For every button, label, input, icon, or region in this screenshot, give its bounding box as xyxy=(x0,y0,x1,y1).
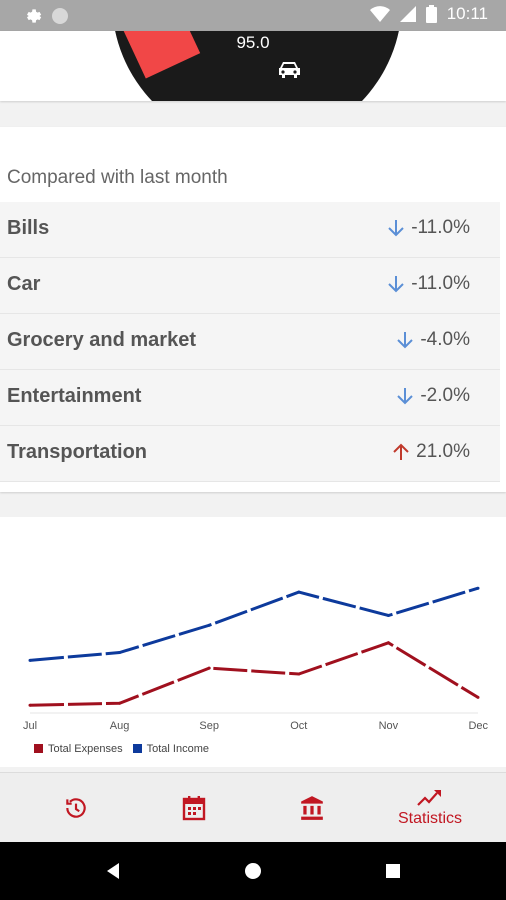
trending-up-icon xyxy=(417,790,441,806)
comparison-category: Grocery and market xyxy=(7,329,196,351)
comparison-category: Car xyxy=(7,273,41,295)
data-point xyxy=(28,703,32,707)
data-point xyxy=(207,666,211,670)
comparison-change-value: -2.0% xyxy=(420,385,470,406)
comparison-change: -4.0% xyxy=(396,329,470,351)
comparison-category: Bills xyxy=(7,217,50,239)
data-point xyxy=(476,586,480,590)
bottom-tab-bar: Statistics xyxy=(0,772,506,843)
gauge-card: 95.0 xyxy=(0,31,506,101)
bank-icon xyxy=(301,796,323,820)
series-line-expenses xyxy=(29,641,479,707)
arrow-down-icon xyxy=(388,276,404,293)
x-tick-label: Oct xyxy=(290,720,307,732)
comparison-change: -11.0% xyxy=(387,273,470,295)
comparison-row: Entertainment -2.0% xyxy=(0,370,500,426)
comparison-category: Entertainment xyxy=(7,385,142,407)
data-point xyxy=(297,672,301,676)
settings-icon xyxy=(27,9,42,23)
history-icon xyxy=(66,798,86,818)
calendar-icon xyxy=(182,796,206,821)
legend-item-income: Total Income xyxy=(132,743,209,755)
battery-icon xyxy=(425,5,437,23)
status-bar: 10:11 xyxy=(0,0,506,31)
back-button[interactable] xyxy=(93,857,133,885)
tab-accounts[interactable] xyxy=(252,773,372,843)
arrow-down-icon xyxy=(397,332,414,349)
x-tick-label: Dec xyxy=(468,720,488,732)
gauge-value: 95.0 xyxy=(236,33,270,52)
arrow-down-icon xyxy=(388,220,404,237)
home-icon xyxy=(245,863,261,879)
back-icon xyxy=(107,863,119,879)
signal-icon xyxy=(399,6,416,22)
notification-dot-icon xyxy=(52,8,68,24)
data-point xyxy=(118,701,122,705)
data-point xyxy=(207,623,211,627)
comparison-row: Transportation 21.0% xyxy=(0,426,500,482)
x-tick-label: Nov xyxy=(379,720,399,732)
data-point xyxy=(297,590,301,594)
comparison-list: Bills -11.0% Car -11.0% Grocery and market -4… xyxy=(0,202,500,482)
arrow-up-icon xyxy=(393,443,409,460)
comparison-change: 21.0% xyxy=(392,441,470,463)
comparison-change-value: 21.0% xyxy=(416,441,470,462)
legend-swatch-income xyxy=(132,744,142,753)
data-point xyxy=(476,695,480,699)
recents-icon xyxy=(386,864,400,878)
tab-calendar[interactable] xyxy=(134,773,254,843)
legend-swatch-expenses xyxy=(34,744,43,753)
comparison-change-value: -4.0% xyxy=(420,329,470,350)
arrow-down-icon xyxy=(397,388,414,405)
x-tick-label: Sep xyxy=(199,720,219,732)
comparison-change-value: -11.0% xyxy=(411,217,470,238)
comparison-row: Grocery and market -4.0% xyxy=(0,314,500,370)
legend-item-expenses: Total Expenses xyxy=(34,743,123,755)
tab-history[interactable] xyxy=(16,773,136,843)
data-point xyxy=(118,651,122,655)
comparison-title: Compared with last month xyxy=(7,167,228,188)
tab-statistics[interactable]: Statistics xyxy=(370,773,490,843)
chart-card: Jul Aug Sep Oct Nov Dec Total Expenses Total … xyxy=(0,517,506,767)
comparison-card: Compared with last month Bills -11.0% Car -… xyxy=(0,127,506,492)
legend-label-expenses: Total Expenses xyxy=(48,743,123,755)
data-point xyxy=(386,614,390,617)
comparison-category: Transportation xyxy=(7,441,148,463)
wifi-icon xyxy=(369,6,390,22)
system-nav-bar xyxy=(0,842,506,900)
comparison-change: -11.0% xyxy=(387,217,470,239)
x-tick-label: Aug xyxy=(110,720,130,732)
comparison-row: Bills -11.0% xyxy=(0,202,500,258)
legend-label-income: Total Income xyxy=(146,743,209,755)
comparison-row: Car -11.0% xyxy=(0,258,500,314)
car-icon xyxy=(279,62,300,78)
comparison-change-value: -11.0% xyxy=(411,273,470,294)
tab-statistics-label: Statistics xyxy=(397,810,462,827)
data-point xyxy=(386,641,390,645)
comparison-change: -2.0% xyxy=(396,385,470,407)
gauge xyxy=(112,31,402,101)
home-button[interactable] xyxy=(233,857,273,885)
data-point xyxy=(28,658,32,662)
clock: 10:11 xyxy=(446,4,488,23)
series-line-income xyxy=(29,586,479,662)
income-expenses-chart: Jul Aug Sep Oct Nov Dec xyxy=(23,586,488,732)
recents-button[interactable] xyxy=(373,857,413,885)
chart-legend: Total Expenses Total Income xyxy=(34,743,209,755)
x-tick-label: Jul xyxy=(23,720,37,732)
